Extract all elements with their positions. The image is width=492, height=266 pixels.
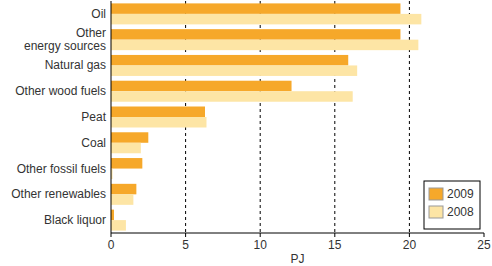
tick-mark (111, 233, 112, 237)
x-axis (111, 233, 484, 234)
bar (111, 81, 292, 92)
tick-mark (185, 233, 186, 237)
tick-label: 10 (254, 238, 268, 252)
bar (111, 158, 142, 169)
bar (111, 117, 206, 128)
tick-label: 15 (328, 238, 342, 252)
tick-mark (409, 233, 410, 237)
bar (111, 194, 133, 205)
tick-mark (484, 233, 485, 237)
bar (111, 3, 400, 14)
tick-label: 20 (403, 238, 417, 252)
bar (111, 220, 126, 231)
tick-label: 25 (477, 238, 491, 252)
category-label: Black liquor (44, 213, 106, 227)
bar (111, 40, 418, 51)
bar (111, 91, 353, 102)
y-axis (111, 1, 112, 233)
category-label: Natural gas (45, 58, 106, 72)
bar (111, 29, 400, 39)
category-label: Other wood fuels (15, 84, 106, 98)
tick-mark (260, 233, 261, 237)
legend-swatch (429, 188, 443, 200)
chart: 0 5 10 15 20 25 Oil Otherenergy sources Natural … (0, 0, 492, 266)
bar (111, 132, 148, 143)
bar (111, 65, 357, 76)
legend-label: 2009 (447, 187, 474, 201)
legend-label: 2008 (447, 205, 474, 219)
tick-mark (334, 233, 335, 237)
legend-swatch (429, 206, 443, 218)
category-label: Oil (91, 7, 106, 21)
bar (111, 14, 421, 25)
category-label: Peat (81, 110, 106, 124)
grid-line (409, 1, 410, 233)
legend: 2009 2008 (424, 181, 480, 229)
category-label: Other fossil fuels (17, 162, 106, 176)
bar (111, 55, 348, 66)
bar (111, 107, 205, 118)
tick-label: 5 (182, 238, 189, 252)
axis-label: PJ (290, 252, 304, 266)
category-label: Other renewables (11, 187, 106, 201)
category-label: Otherenergy sources (24, 26, 106, 53)
tick-label: 0 (108, 238, 115, 252)
bars (111, 3, 421, 230)
bar (111, 143, 141, 154)
legend-box (424, 181, 480, 229)
category-label: Coal (81, 136, 106, 150)
bar (111, 184, 136, 195)
